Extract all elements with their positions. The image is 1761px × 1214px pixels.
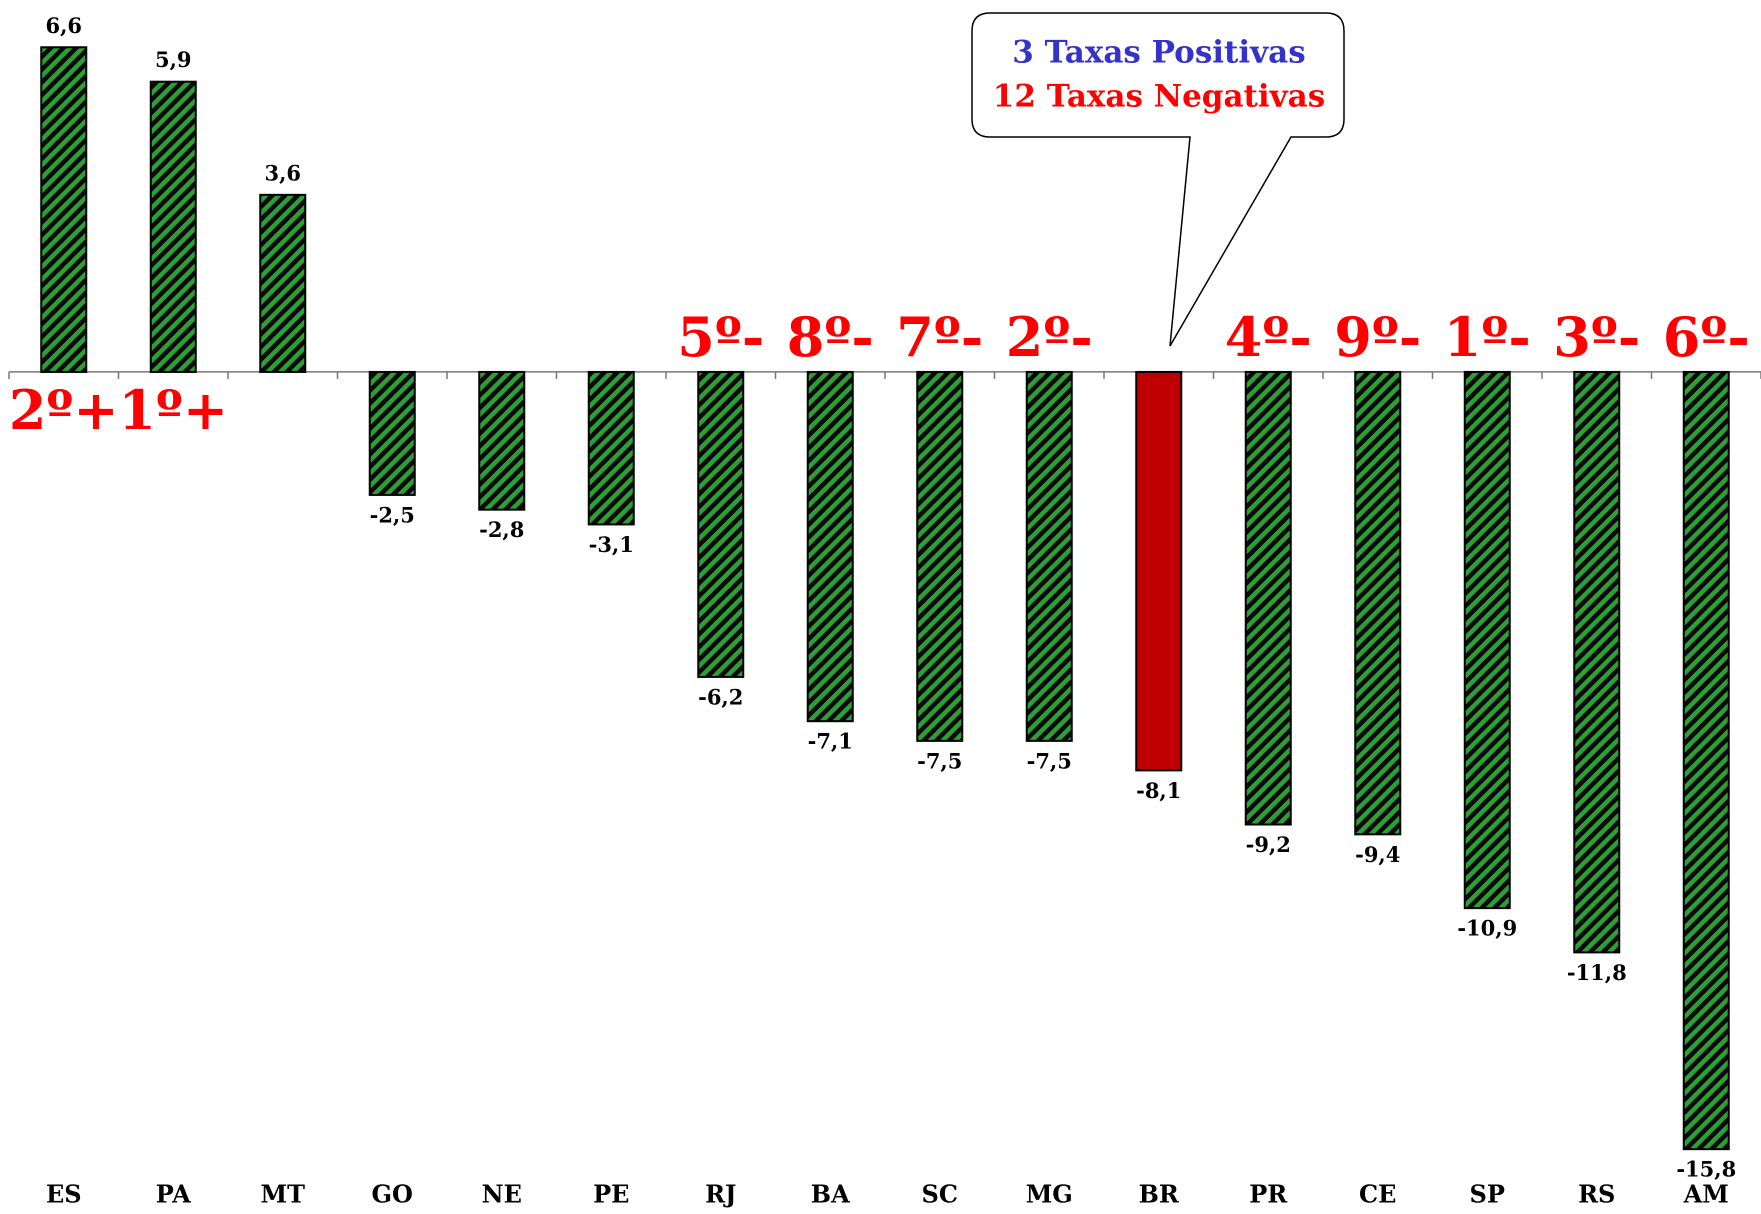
x-tick-label: RS	[1578, 1180, 1615, 1209]
value-label: -9,2	[1246, 832, 1291, 857]
callout-line: 3 Taxas Positivas	[1012, 35, 1305, 71]
value-label: -2,5	[370, 502, 415, 527]
value-label: -6,2	[698, 684, 743, 709]
bar	[587, 370, 635, 526]
x-tick-label: MG	[1026, 1180, 1073, 1209]
x-tick-label: BR	[1139, 1180, 1180, 1209]
value-label: -7,5	[917, 748, 962, 773]
value-label: -15,8	[1676, 1157, 1736, 1182]
bar	[1573, 370, 1621, 954]
bar	[478, 370, 526, 511]
x-tick-label: PA	[156, 1180, 191, 1209]
bar	[1354, 370, 1402, 836]
value-label: 3,6	[264, 160, 301, 185]
callout: 3 Taxas Positivas 12 Taxas Negativas	[971, 12, 1345, 347]
bar	[806, 370, 854, 723]
callout-line: 12 Taxas Negativas	[993, 79, 1325, 115]
bar	[259, 193, 307, 373]
x-tick-label: SC	[922, 1180, 958, 1209]
value-label: -8,1	[1136, 778, 1181, 803]
x-tick-label: RJ	[705, 1180, 736, 1209]
rank-label: 1º+	[118, 378, 228, 442]
callout-box	[971, 12, 1345, 347]
rank-label: 4º-	[1225, 305, 1312, 369]
x-tick-label: PR	[1249, 1180, 1288, 1209]
bar	[1135, 370, 1183, 772]
rank-label: 6º-	[1663, 305, 1750, 369]
bar	[368, 370, 416, 496]
rank-label: 2º-	[1006, 305, 1093, 369]
bar	[1463, 370, 1511, 910]
bar	[1025, 370, 1073, 742]
value-label: -2,8	[479, 517, 524, 542]
x-tick-label: NE	[482, 1180, 522, 1209]
value-label: -3,1	[589, 532, 634, 557]
x-tick-label: BA	[811, 1180, 850, 1209]
value-label: 5,9	[155, 47, 192, 72]
x-tick-label: AM	[1683, 1180, 1729, 1209]
x-tick-label: SP	[1470, 1180, 1505, 1209]
rank-label: 8º-	[787, 305, 874, 369]
x-tick-label: CE	[1359, 1180, 1396, 1209]
x-tick-label: PE	[593, 1180, 629, 1209]
bar	[916, 370, 964, 742]
bar	[1682, 370, 1730, 1151]
rank-label: 9º-	[1334, 305, 1421, 369]
bar	[149, 80, 197, 373]
x-tick-label: ES	[46, 1180, 82, 1209]
bar	[1244, 370, 1292, 826]
value-label: -11,8	[1567, 960, 1627, 985]
value-label: 6,6	[45, 13, 82, 38]
value-label: -9,4	[1355, 842, 1400, 867]
rank-label: 7º-	[896, 305, 983, 369]
bar	[40, 46, 88, 373]
value-label: -10,9	[1457, 916, 1517, 941]
rank-label: 1º-	[1444, 305, 1531, 369]
rank-label: 2º+	[9, 378, 119, 442]
value-label: -7,1	[808, 729, 853, 754]
rank-label: 3º-	[1553, 305, 1640, 369]
x-tick-label: GO	[372, 1180, 413, 1209]
x-tick-label: MT	[261, 1180, 306, 1209]
rank-label: 5º-	[677, 305, 764, 369]
bar	[697, 370, 745, 678]
value-label: -7,5	[1027, 748, 1072, 773]
